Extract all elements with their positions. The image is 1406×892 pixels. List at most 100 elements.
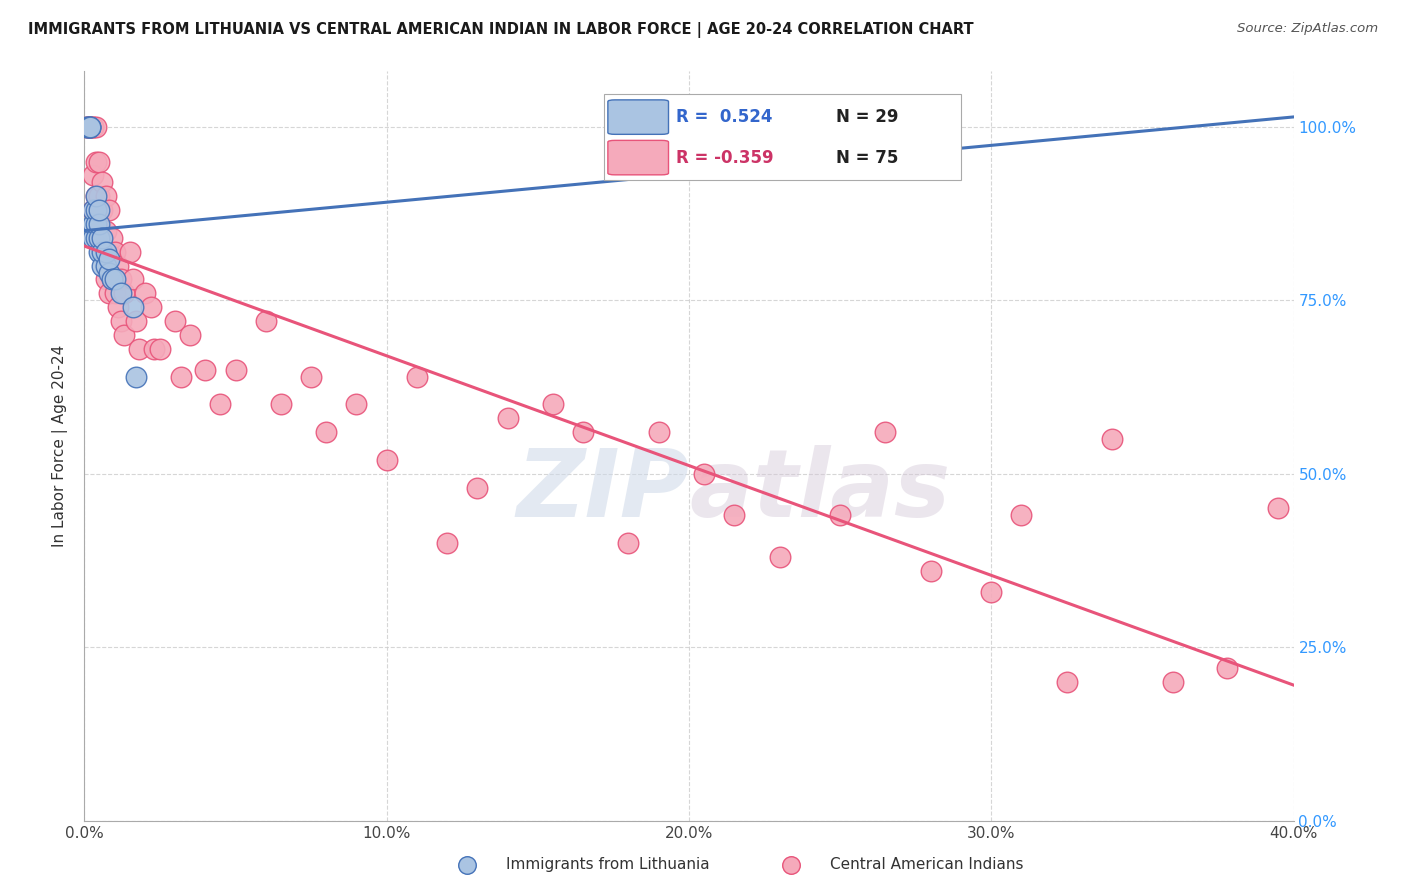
Point [94,244,117,259]
Point [1216,661,1239,675]
Point [82,120,104,134]
Point [89,217,111,231]
Point [738,134,761,148]
Point [82,203,104,218]
Point [225,362,247,376]
Point [121,300,143,314]
Point [270,397,292,411]
Point [89,231,111,245]
Point [91,231,114,245]
Point [86,189,108,203]
Point [86,231,108,245]
Point [254,314,277,328]
Point [94,189,117,203]
Point [91,237,114,252]
Point [97,244,120,259]
Point [496,411,519,425]
Point [170,369,193,384]
Point [76,120,98,134]
Point [125,314,148,328]
Point [110,272,132,286]
Point [1056,674,1078,689]
Point [89,244,111,259]
Point [97,266,120,280]
Point [375,453,398,467]
Point [100,231,122,245]
Point [118,244,141,259]
Point [79,120,101,134]
Point [97,286,120,301]
Point [82,203,104,218]
Point [149,342,172,356]
Point [104,244,127,259]
Point [769,549,792,564]
Point [121,272,143,286]
Point [97,252,120,266]
Point [89,189,111,203]
Point [456,858,478,872]
Point [91,259,114,273]
Point [436,536,458,550]
Point [94,224,117,238]
Point [179,328,201,343]
Text: atlas: atlas [689,445,950,537]
Point [100,272,122,286]
Point [110,314,132,328]
Point [165,314,187,328]
Point [91,203,114,218]
Y-axis label: In Labor Force | Age 20-24: In Labor Force | Age 20-24 [52,345,69,547]
Text: IMMIGRANTS FROM LITHUANIA VS CENTRAL AMERICAN INDIAN IN LABOR FORCE | AGE 20-24 : IMMIGRANTS FROM LITHUANIA VS CENTRAL AME… [28,22,974,38]
Point [209,397,232,411]
Point [86,120,108,134]
Point [830,508,852,523]
Point [112,328,135,343]
Point [406,369,429,384]
Point [1011,508,1033,523]
Point [1267,501,1289,516]
Point [79,120,101,134]
Point [617,536,640,550]
Point [82,169,104,183]
Point [104,272,127,286]
Point [89,224,111,238]
Point [693,467,716,481]
Point [89,203,111,218]
Text: Immigrants from Lithuania: Immigrants from Lithuania [506,857,710,872]
Point [142,342,165,356]
Point [780,858,803,872]
Point [541,397,564,411]
Point [299,369,322,384]
Point [648,425,671,439]
Point [79,120,101,134]
Point [346,397,368,411]
Point [94,259,117,273]
Point [128,342,150,356]
Point [76,120,98,134]
Point [125,369,148,384]
Point [139,300,162,314]
Point [134,286,156,301]
Text: Source: ZipAtlas.com: Source: ZipAtlas.com [1237,22,1378,36]
Point [86,154,108,169]
Text: ZIP: ZIP [516,445,689,537]
Point [94,272,117,286]
Point [112,286,135,301]
Point [920,564,942,578]
Point [100,272,122,286]
Point [572,425,595,439]
Point [467,481,489,495]
Point [86,189,108,203]
Point [79,120,101,134]
Point [875,425,897,439]
Point [107,259,129,273]
Point [110,286,132,301]
Point [86,217,108,231]
Point [86,203,108,218]
Point [980,584,1002,599]
Point [79,120,101,134]
Point [91,244,114,259]
Point [97,203,120,218]
Point [79,120,101,134]
Point [82,231,104,245]
Point [82,120,104,134]
